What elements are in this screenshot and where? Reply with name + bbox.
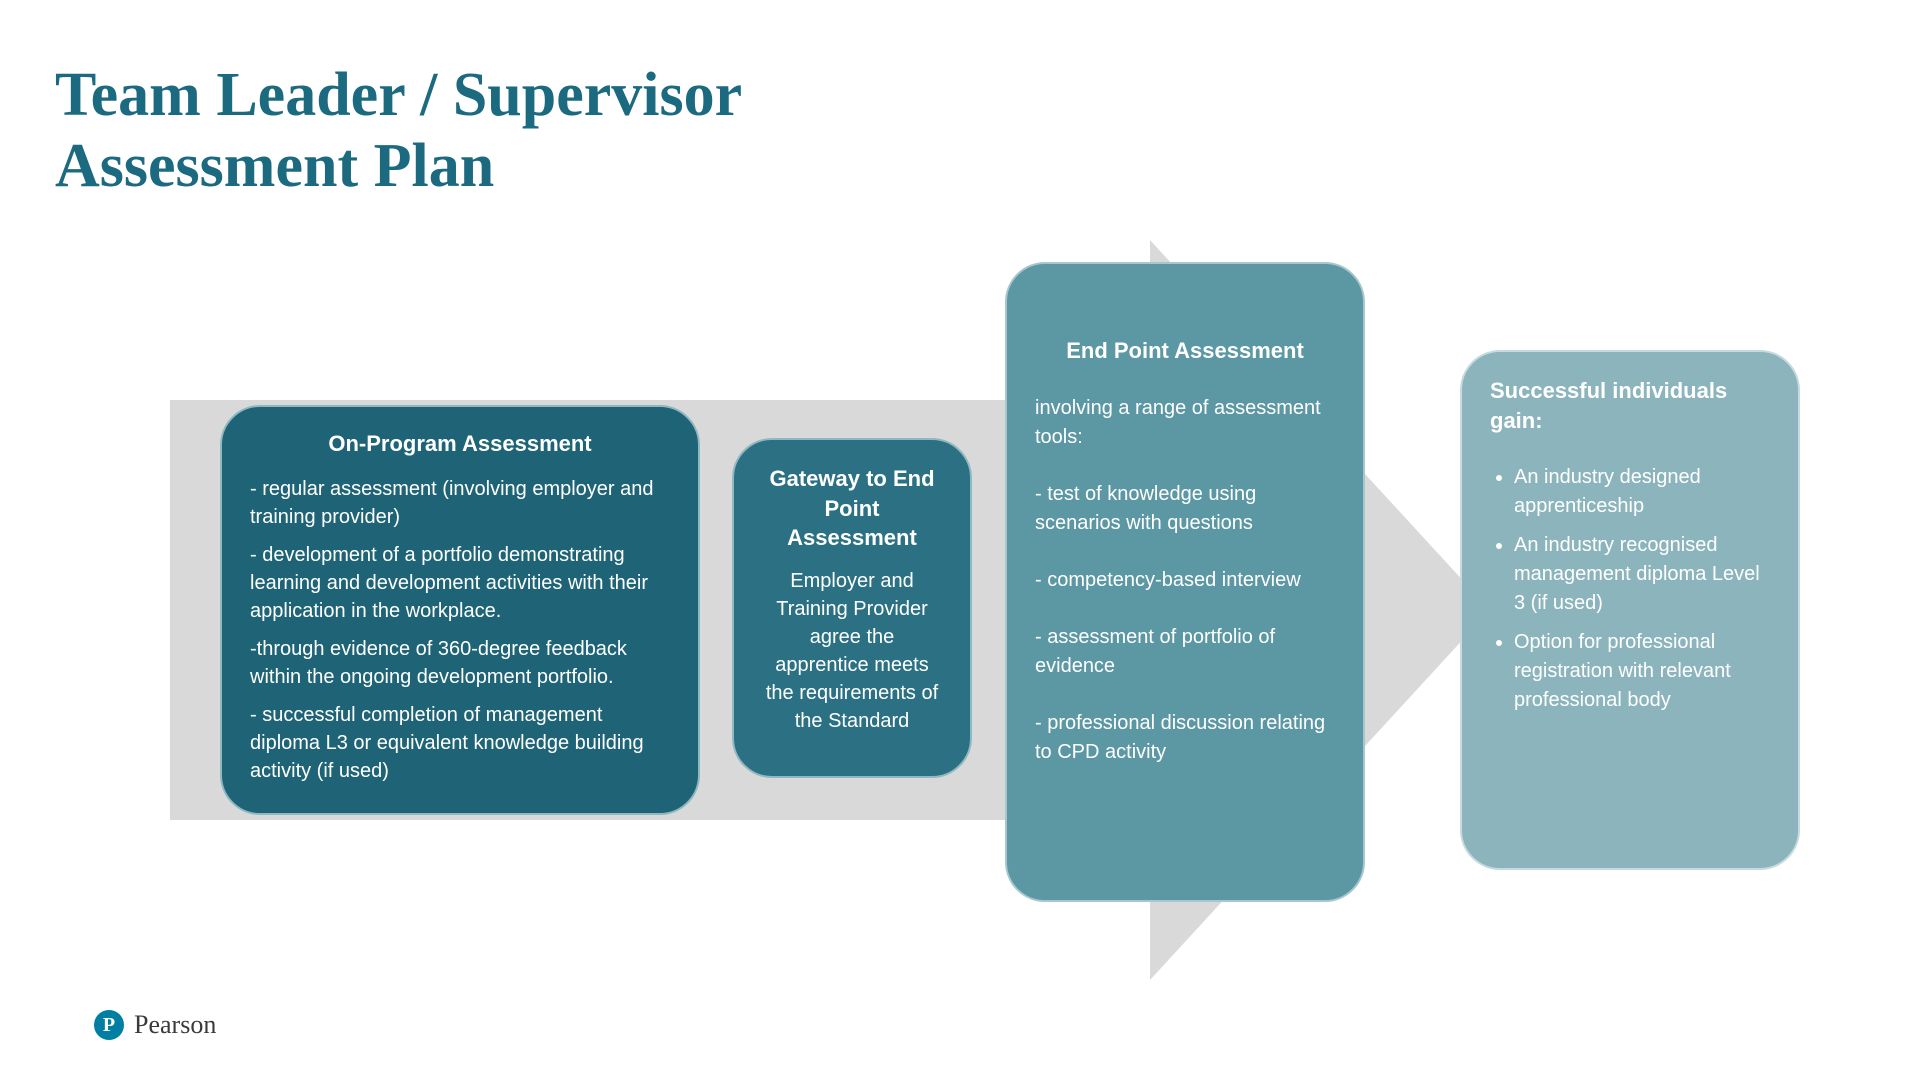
title-line-1: Team Leader / Supervisor: [55, 60, 742, 131]
stage-title: Gateway to End Point Assessment: [762, 464, 942, 553]
stage-gateway: Gateway to End Point Assessment Employer…: [732, 438, 972, 778]
pearson-logo-text: Pearson: [134, 1010, 216, 1040]
bullet: - successful completion of management di…: [250, 701, 670, 785]
stage-body: Employer and Training Provider agree the…: [762, 567, 942, 735]
stage-end-point: End Point Assessment involving a range o…: [1005, 262, 1365, 902]
pearson-logo: P Pearson: [94, 1010, 216, 1040]
stage-body: - regular assessment (involving employer…: [250, 475, 670, 785]
stage-title: Successful individuals gain:: [1490, 376, 1770, 435]
bullet: - test of knowledge using scenarios with…: [1035, 480, 1335, 538]
stage-on-program: On-Program Assessment - regular assessme…: [220, 405, 700, 815]
stage-title: On-Program Assessment: [250, 431, 670, 457]
list-item: An industry designed apprenticeship: [1514, 463, 1770, 521]
list-item: Option for professional registration wit…: [1514, 628, 1770, 715]
title-line-2: Assessment Plan: [55, 131, 742, 202]
list-item: An industry recognised management diplom…: [1514, 531, 1770, 618]
bullet: - professional discussion relating to CP…: [1035, 709, 1335, 767]
bullet: - development of a portfolio demonstrati…: [250, 541, 670, 625]
bullet: - regular assessment (involving employer…: [250, 475, 670, 531]
stage-outcomes: Successful individuals gain: An industry…: [1460, 350, 1800, 870]
stage-title: End Point Assessment: [1035, 338, 1335, 364]
bullet: - competency-based interview: [1035, 566, 1335, 595]
intro: involving a range of assessment tools:: [1035, 394, 1335, 452]
stage-body: involving a range of assessment tools: -…: [1035, 394, 1335, 767]
page-title: Team Leader / Supervisor Assessment Plan: [55, 60, 742, 203]
outcome-list: An industry designed apprenticeship An i…: [1490, 463, 1770, 715]
bullet: -through evidence of 360-degree feedback…: [250, 635, 670, 691]
bullet: - assessment of portfolio of evidence: [1035, 623, 1335, 681]
pearson-logo-icon: P: [94, 1010, 124, 1040]
